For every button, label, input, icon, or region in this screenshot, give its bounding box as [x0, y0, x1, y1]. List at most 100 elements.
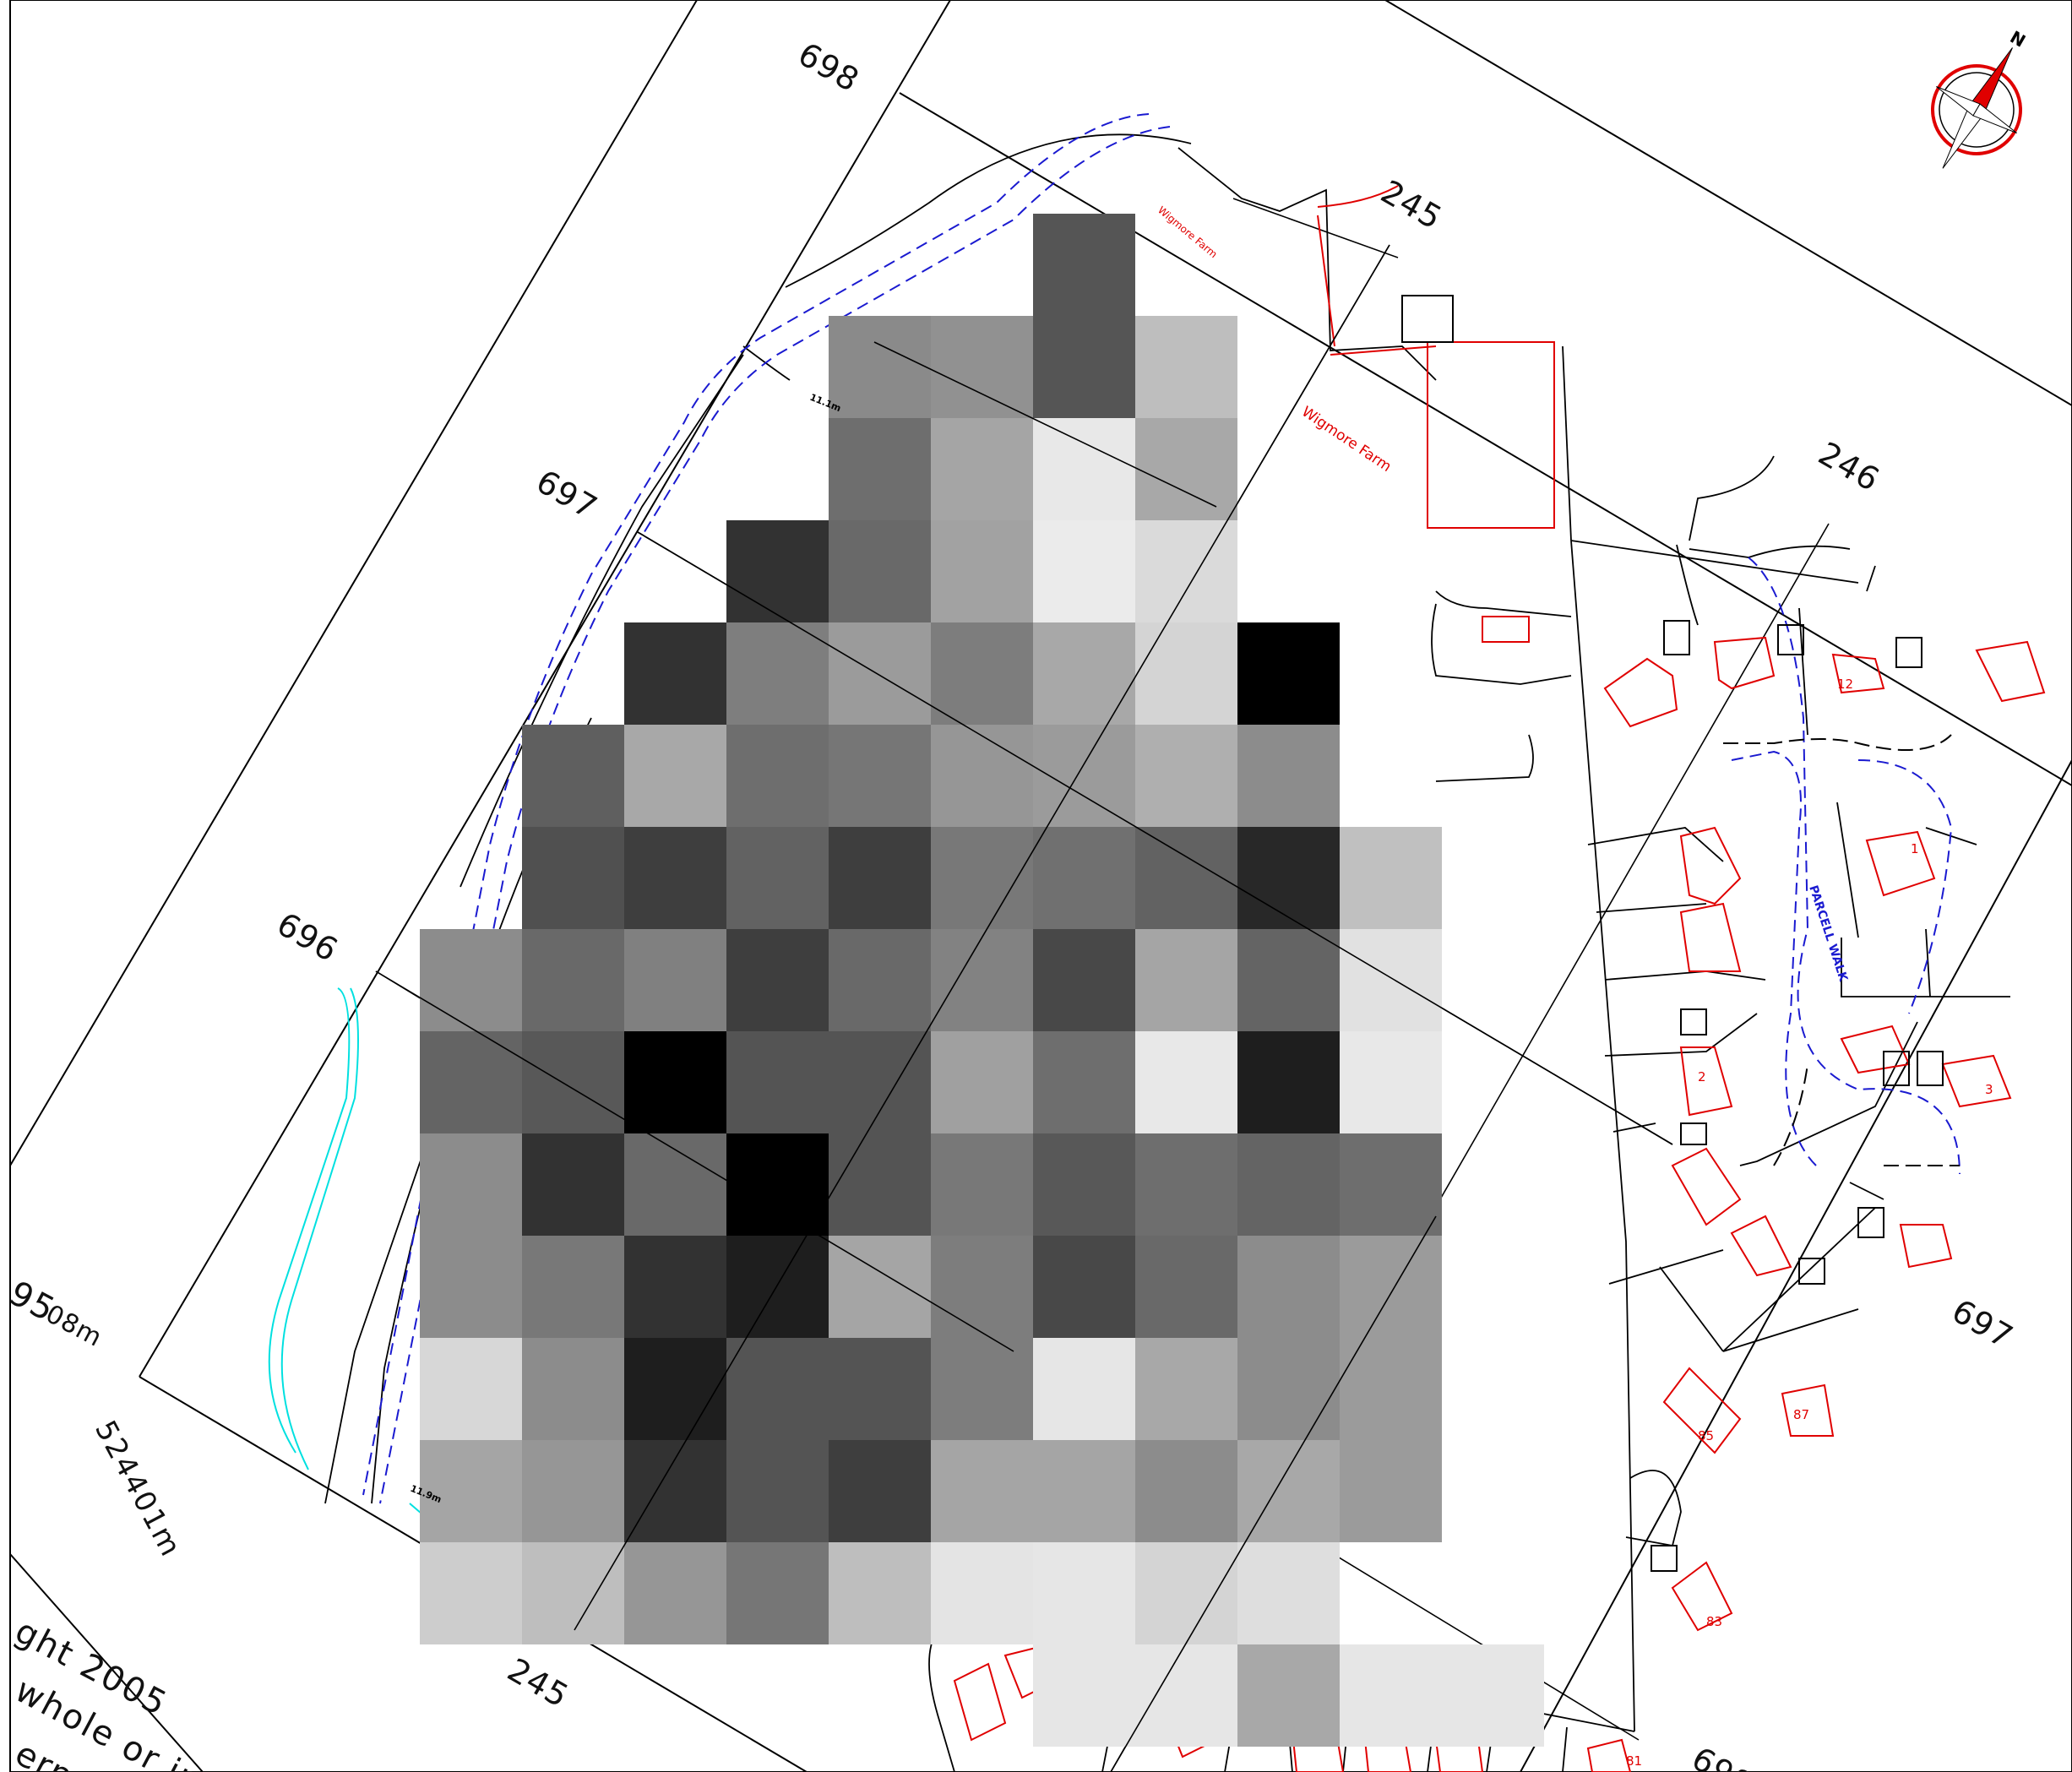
mosaic-tile [931, 1031, 1033, 1133]
mosaic-tile [931, 827, 1033, 929]
grid-label-698: 698 [792, 35, 866, 100]
mosaic-tile [1033, 622, 1135, 725]
mosaic-tile [522, 1542, 624, 1644]
mosaic-tile [726, 827, 829, 929]
mosaic-tile [726, 1031, 829, 1133]
mosaic-tile [1237, 1236, 1340, 1338]
house-number: 2 [1698, 1069, 1706, 1084]
grid-label-696: 696 [271, 905, 345, 970]
map-frame [9, 0, 2072, 1772]
grid-label-697: 697 [530, 463, 604, 527]
north-arrow-icon: N [1931, 27, 2030, 169]
mosaic-tile [1135, 725, 1237, 827]
mosaic-tile [624, 725, 726, 827]
mosaic-tile [1033, 1440, 1135, 1542]
mosaic-tile [624, 1031, 726, 1133]
mosaic-tile [726, 1338, 829, 1440]
mosaic-tile [522, 725, 624, 827]
mosaic-tile [829, 1542, 931, 1644]
mosaic-tile [726, 1133, 829, 1236]
copyright-line: ern [8, 1734, 80, 1772]
mosaic-tile [931, 622, 1033, 725]
mosaic-tile [1033, 214, 1135, 316]
mosaic-tile [1340, 1644, 1442, 1747]
mosaic-tile [522, 929, 624, 1031]
mosaic-tile [1135, 418, 1237, 520]
mosaic-tile [1033, 1031, 1135, 1133]
mosaic-tile [1237, 1031, 1340, 1133]
house-number: 81 [1626, 1753, 1642, 1769]
mosaic-tile [420, 1236, 522, 1338]
mosaic-tile [726, 1236, 829, 1338]
mosaic-tile [1237, 622, 1340, 725]
mosaic-tile [420, 1542, 522, 1644]
mosaic-tile [829, 827, 931, 929]
mosaic-tile [420, 1031, 522, 1133]
north-label: N [2007, 27, 2030, 52]
mosaic-tile [522, 1236, 624, 1338]
mosaic-tile [829, 1133, 931, 1236]
mosaic-tile [726, 1542, 829, 1644]
grid-label-245: 245 [1375, 173, 1449, 237]
mosaic-tile [1135, 1644, 1237, 1747]
mosaic-tile [931, 1236, 1033, 1338]
wigmore-farm-label: Wigmore Farm [1298, 404, 1394, 476]
mosaic-tile [522, 1338, 624, 1440]
mosaic-tile [829, 725, 931, 827]
mosaic-tile [624, 622, 726, 725]
house-number: 12 [1837, 677, 1853, 692]
mosaic-tile [420, 1440, 522, 1542]
mosaic-tile [1033, 1133, 1135, 1236]
mosaic-tile [1033, 520, 1135, 622]
mosaic-tile [1135, 827, 1237, 929]
coordinate-labels: 95 08m 524401m [3, 1274, 188, 1563]
mosaic-tile [1135, 1440, 1237, 1542]
mosaic-tile [624, 827, 726, 929]
wigmore-farm-small-label: Wigmore Farm [1156, 204, 1220, 261]
mosaic-tile [1033, 316, 1135, 418]
mosaic-tile [1237, 1440, 1340, 1542]
mosaic-tile [1237, 1644, 1340, 1747]
mosaic-tile [931, 725, 1033, 827]
mosaic-tile [726, 622, 829, 725]
mosaic-tile [522, 827, 624, 929]
house-number: 85 [1698, 1428, 1714, 1443]
mosaic-tile [829, 929, 931, 1031]
mosaic-tile [624, 1133, 726, 1236]
mosaic-tile [1237, 725, 1340, 827]
mosaic-tile [829, 622, 931, 725]
mosaic-tile [1340, 1338, 1442, 1440]
mosaic-tile [829, 1338, 931, 1440]
overlay-lines [375, 244, 1673, 1772]
mosaic-tile [1237, 1542, 1340, 1644]
mosaic-tile [1135, 929, 1237, 1031]
mosaic-tile [1033, 1644, 1135, 1747]
mosaic-tile [1033, 1542, 1135, 1644]
mosaic-tile [522, 1440, 624, 1542]
mosaic-tile [829, 1440, 931, 1542]
mosaic-tile [931, 520, 1033, 622]
mosaic-tile [931, 929, 1033, 1031]
mosaic-tile [1033, 827, 1135, 929]
mosaic-tile [1135, 316, 1237, 418]
mosaic-tile [1237, 929, 1340, 1031]
mosaic-tile [624, 1542, 726, 1644]
redaction-mosaic [420, 214, 1544, 1747]
grid-label-697-east: 697 [1946, 1292, 2020, 1356]
house-numbers: 12 85 87 83 81 1 2 3 [1626, 677, 1993, 1769]
mosaic-tile [1340, 827, 1442, 929]
mosaic-tile [1237, 1338, 1340, 1440]
mosaic-tile [420, 929, 522, 1031]
mosaic-tile [829, 1031, 931, 1133]
mosaic-tile [931, 1133, 1033, 1236]
house-number: 83 [1706, 1614, 1722, 1629]
mosaic-tile [829, 316, 931, 418]
mosaic-tile [1033, 929, 1135, 1031]
mosaic-tile [726, 520, 829, 622]
mosaic-tile [931, 1440, 1033, 1542]
mosaic-tile [624, 1338, 726, 1440]
sheet-outline [9, 0, 2072, 1772]
mosaic-tile [931, 1542, 1033, 1644]
mosaic-tile [420, 1133, 522, 1236]
